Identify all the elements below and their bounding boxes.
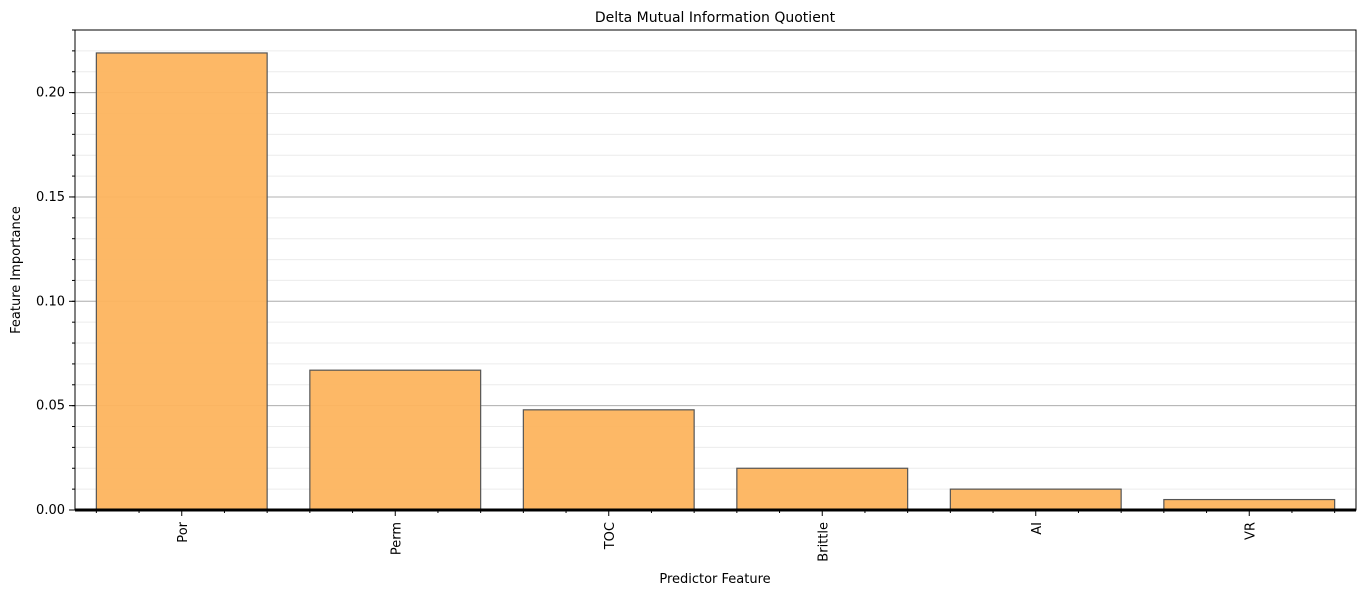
x-tick-label: AI <box>1030 522 1045 535</box>
y-tick-label: 0.15 <box>36 190 65 205</box>
bar <box>949 488 1122 511</box>
y-tick-label: 0.00 <box>36 503 65 518</box>
y-tick-label: 0.10 <box>36 294 65 309</box>
bars <box>95 52 1336 511</box>
bar <box>309 369 482 511</box>
bar <box>522 409 695 511</box>
bar <box>1163 498 1336 511</box>
x-tick-label: Brittle <box>816 522 831 562</box>
y-axis: 0.00 0.05 0.10 0.15 0.20 <box>36 29 75 518</box>
bar <box>95 52 268 511</box>
y-tick-label: 0.20 <box>36 86 65 101</box>
x-tick-label: Perm <box>389 522 404 555</box>
y-tick-label: 0.05 <box>36 399 65 414</box>
chart-title: Delta Mutual Information Quotient <box>595 10 836 26</box>
x-tick-label: TOC <box>603 522 618 550</box>
x-axis: Por Perm TOC Brittle AI VR <box>95 510 1336 562</box>
x-axis-label: Predictor Feature <box>659 572 770 587</box>
y-axis-label: Feature Importance <box>9 206 24 334</box>
bar <box>736 467 909 511</box>
x-tick-label: Por <box>176 521 191 542</box>
x-tick-label: VR <box>1243 522 1258 540</box>
